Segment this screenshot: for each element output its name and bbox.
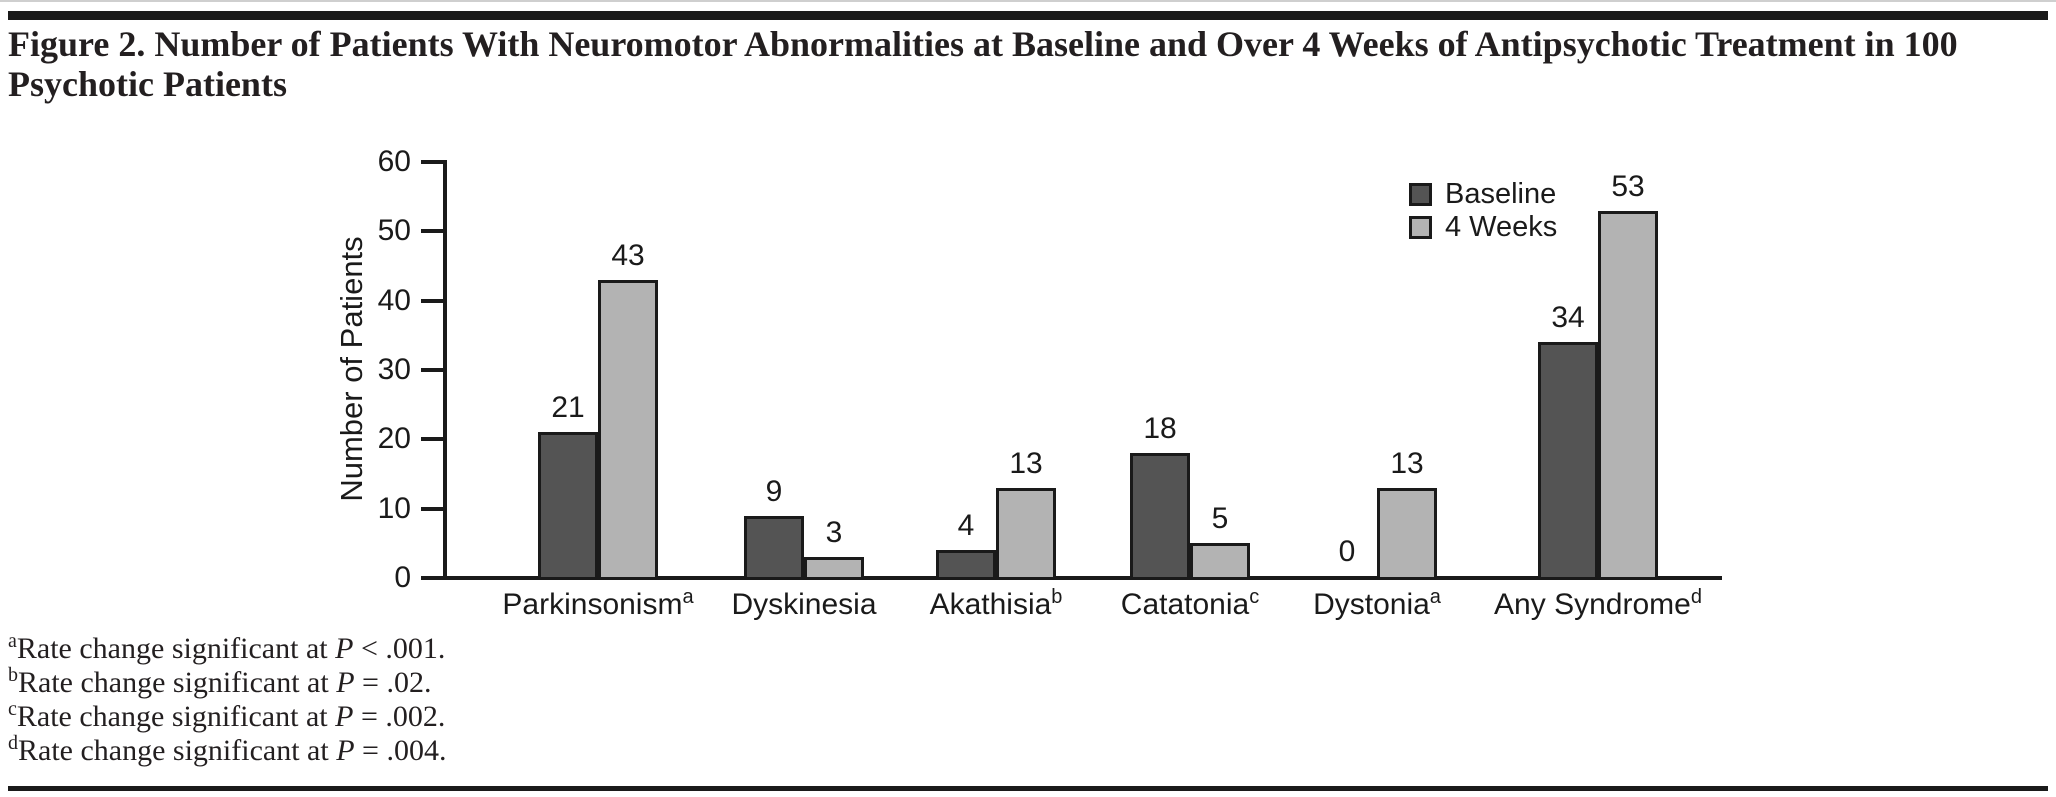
footnote-d-superscript: d xyxy=(8,732,18,754)
footnote-c-pvalue: = .002. xyxy=(353,700,446,733)
legend-swatch-baseline xyxy=(1409,183,1432,206)
figure-title-line1: Figure 2. Number of Patients With Neurom… xyxy=(8,24,1958,64)
figure-top-rule xyxy=(8,11,2048,20)
bar-value-label: 0 xyxy=(1338,535,1356,568)
footnote-d-text: Rate change significant at xyxy=(18,734,337,767)
legend-row-4weeks: 4 Weeks xyxy=(1409,211,1557,244)
bar-value-label: 21 xyxy=(551,391,585,424)
footnote-a-pvalue: < .001. xyxy=(353,632,446,665)
y-tick-label: 30 xyxy=(377,353,411,386)
footnote-c-p: P xyxy=(335,700,354,733)
bar-baseline-any-syndrome xyxy=(1538,342,1598,580)
y-tick xyxy=(421,298,445,303)
bar-value-label: 3 xyxy=(825,516,843,549)
bar-baseline-akathisia xyxy=(936,550,996,580)
legend-label-baseline: Baseline xyxy=(1445,178,1557,210)
bar-value-label: 5 xyxy=(1211,502,1229,535)
y-tick xyxy=(421,368,445,372)
category-text: Catatonia xyxy=(1120,588,1250,621)
x-category-label: Akathisiab xyxy=(796,586,1196,622)
bar-value-label: 9 xyxy=(765,475,783,508)
bar-4-weeks-dyskinesia xyxy=(804,557,864,580)
y-tick-label: 0 xyxy=(394,561,411,594)
footnote-c: cRate change significant at P = .002. xyxy=(8,698,446,734)
x-axis-line xyxy=(443,576,1722,580)
x-category-label: Catatoniac xyxy=(990,586,1390,622)
y-tick-label: 20 xyxy=(377,422,411,456)
footnote-c-superscript: c xyxy=(8,698,17,720)
bar-value-label: 43 xyxy=(611,239,645,272)
y-tick xyxy=(421,437,445,442)
footnote-b: bRate change significant at P = .02. xyxy=(8,664,446,700)
legend-row-baseline: Baseline xyxy=(1409,178,1557,211)
bar-4-weeks-akathisia xyxy=(996,488,1056,580)
y-tick-label: 40 xyxy=(377,283,411,317)
bar-value-label: 13 xyxy=(1390,447,1424,480)
bar-baseline-dyskinesia xyxy=(744,516,804,580)
figure-bottom-rule xyxy=(8,786,2048,791)
chart-legend: Baseline 4 Weeks xyxy=(1409,178,1557,244)
footnote-b-text: Rate change significant at xyxy=(18,666,337,699)
y-tick xyxy=(421,506,445,511)
y-tick xyxy=(421,229,445,234)
category-superscript: a xyxy=(682,586,694,608)
footnote-c-text: Rate change significant at xyxy=(16,700,336,733)
footnote-b-superscript: b xyxy=(8,664,18,686)
figure-title-line2: Psychotic Patients xyxy=(8,64,287,104)
bar-4-weeks-catatonia xyxy=(1190,543,1250,580)
bar-value-label: 13 xyxy=(1009,447,1043,480)
bar-value-label: 34 xyxy=(1551,301,1585,334)
footnote-d: dRate change significant at P = .004. xyxy=(8,732,447,768)
category-text: Any Syndrome xyxy=(1494,588,1691,621)
page-top-edge xyxy=(0,0,2056,2)
category-superscript: c xyxy=(1249,586,1260,608)
footnote-b-p: P xyxy=(336,666,355,699)
category-text: Dystonia xyxy=(1313,588,1430,621)
footnote-a-p: P xyxy=(335,632,354,665)
y-tick xyxy=(421,576,445,580)
legend-label-4weeks: 4 Weeks xyxy=(1445,211,1558,243)
x-category-label: Dystoniaa xyxy=(1177,586,1577,622)
bar-4-weeks-parkinsonism xyxy=(598,280,658,580)
bar-baseline-parkinsonism xyxy=(538,432,598,580)
footnote-d-p: P xyxy=(336,734,355,767)
x-category-label: Parkinsonisma xyxy=(398,586,798,622)
y-tick-label: 10 xyxy=(377,491,411,525)
footnote-block: aRate change significant at P < .001. bR… xyxy=(8,630,447,768)
bar-baseline-catatonia xyxy=(1130,453,1190,580)
y-tick xyxy=(421,160,445,164)
y-axis-line xyxy=(443,160,447,580)
footnote-d-pvalue: = .004. xyxy=(354,734,447,767)
footnote-b-pvalue: = .02. xyxy=(354,666,432,699)
bar-value-label: 18 xyxy=(1143,412,1177,445)
bar-value-label: 53 xyxy=(1611,170,1645,203)
y-tick-label: 50 xyxy=(377,214,411,248)
legend-swatch-4weeks xyxy=(1409,216,1432,239)
footnote-a: aRate change significant at P < .001. xyxy=(8,630,446,666)
x-category-label: Any Syndromed xyxy=(1398,586,1798,622)
x-category-label: Dyskinesia xyxy=(604,588,1004,622)
y-tick-label: 60 xyxy=(377,145,411,178)
y-axis-title: Number of Patients xyxy=(334,236,369,502)
category-superscript: d xyxy=(1690,586,1702,608)
bar-4-weeks-any-syndrome xyxy=(1598,211,1658,580)
bar-4-weeks-dystonia xyxy=(1377,488,1437,580)
figure-title: Figure 2. Number of Patients With Neurom… xyxy=(8,24,1958,104)
category-superscript: a xyxy=(1429,586,1441,608)
category-text: Akathisia xyxy=(929,588,1052,621)
category-superscript: b xyxy=(1051,586,1063,608)
footnote-a-text: Rate change significant at xyxy=(16,632,336,665)
footnote-a-superscript: a xyxy=(8,630,17,652)
bar-value-label: 4 xyxy=(957,509,975,542)
category-text: Parkinsonism xyxy=(502,588,683,621)
category-text: Dyskinesia xyxy=(731,588,877,621)
